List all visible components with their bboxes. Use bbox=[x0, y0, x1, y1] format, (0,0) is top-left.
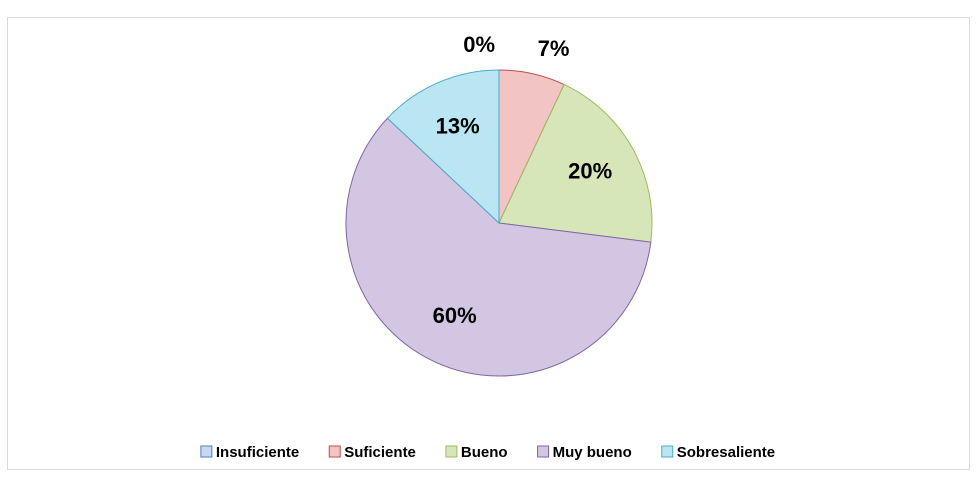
data-label: 0% bbox=[463, 32, 495, 57]
data-label: 60% bbox=[433, 303, 477, 328]
legend-label: Muy bueno bbox=[553, 444, 632, 461]
legend-swatch bbox=[661, 445, 674, 458]
legend-swatch bbox=[200, 445, 213, 458]
legend-label: Sobresaliente bbox=[677, 444, 775, 461]
pie-slice bbox=[386, 69, 500, 225]
legend-label: Insuficiente bbox=[216, 444, 299, 461]
data-label: 20% bbox=[568, 159, 612, 184]
legend-label: Bueno bbox=[461, 444, 508, 461]
legend-swatch bbox=[537, 445, 550, 458]
data-label: 13% bbox=[436, 113, 480, 138]
pie-slice bbox=[498, 83, 653, 243]
legend-swatch bbox=[445, 445, 458, 458]
data-label: 7% bbox=[538, 36, 570, 61]
legend-swatch bbox=[328, 445, 341, 458]
pie-slice bbox=[345, 117, 652, 377]
legend-label: Suficiente bbox=[344, 444, 416, 461]
